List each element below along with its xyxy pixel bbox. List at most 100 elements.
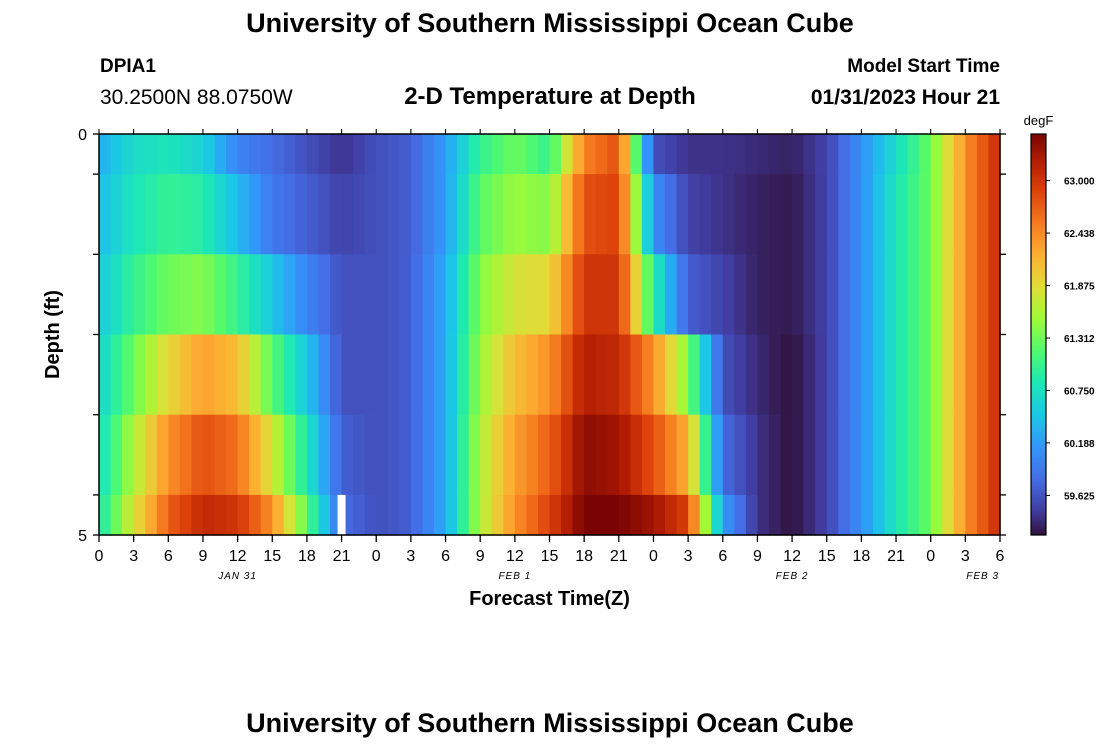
heatmap-cell [376, 134, 389, 175]
heatmap-cell [780, 134, 793, 175]
heatmap-cell [214, 254, 227, 336]
heatmap-cell [930, 334, 943, 416]
heatmap-cell [792, 134, 805, 175]
heatmap-cell [364, 494, 377, 536]
heatmap-cell [295, 254, 308, 336]
heatmap-cell [214, 414, 227, 496]
heatmap-cell [272, 134, 285, 175]
heatmap-cell [561, 414, 574, 496]
heatmap-cell [422, 494, 435, 536]
heatmap-cell [179, 334, 193, 416]
heatmap-cell [699, 174, 712, 255]
heatmap-cell [711, 174, 724, 255]
heatmap-cell [145, 134, 158, 175]
heatmap-cell [942, 494, 955, 536]
heatmap-cell [792, 174, 805, 255]
heatmap-cell [699, 414, 712, 496]
heatmap-cell [179, 174, 193, 255]
heatmap-cell [283, 174, 296, 255]
heatmap-cell [919, 254, 932, 336]
heatmap-cell [480, 254, 493, 336]
heatmap-cell [433, 254, 447, 336]
heatmap-cell [641, 254, 655, 336]
heatmap-cell [249, 254, 262, 336]
heatmap-cell [283, 254, 296, 336]
x-tick-label: 3 [406, 548, 415, 565]
heatmap-cell [607, 414, 620, 496]
heatmap-cell [399, 494, 412, 536]
heatmap-cell [179, 494, 193, 536]
heatmap-cell [503, 334, 516, 416]
heatmap-cell [988, 174, 1001, 255]
heatmap-cell [514, 334, 527, 416]
heatmap-cell [514, 254, 527, 336]
heatmap-cell [549, 174, 562, 255]
heatmap-cell [376, 334, 389, 416]
heatmap-cell [237, 174, 250, 255]
heatmap-cell [988, 254, 1001, 336]
heatmap-cell [272, 494, 285, 536]
heatmap-cell [595, 414, 608, 496]
heatmap-cell [815, 494, 828, 536]
heatmap-cell [965, 494, 978, 536]
heatmap-cell [503, 494, 516, 536]
heatmap-cell [734, 174, 747, 255]
heatmap-cell [676, 174, 689, 255]
heatmap-cell [214, 134, 227, 175]
heatmap-cell [734, 134, 747, 175]
heatmap-cell [422, 414, 435, 496]
heatmap-cell [468, 254, 481, 336]
heatmap-cell [491, 334, 504, 416]
heatmap-cell [607, 334, 620, 416]
heatmap-cell [584, 134, 597, 175]
heatmap-cell [168, 254, 181, 336]
heatmap-cell [676, 334, 689, 416]
heatmap-cell [976, 134, 990, 175]
heatmap-cell [768, 174, 782, 255]
heatmap-cell [838, 134, 851, 175]
colorbar-bar [1030, 133, 1047, 536]
heatmap-cell [976, 414, 990, 496]
heatmap-cell [376, 174, 389, 255]
heatmap-cell [734, 494, 747, 536]
heatmap-cell [191, 134, 204, 175]
heatmap-cell [226, 494, 239, 536]
heatmap-cell [295, 494, 308, 536]
x-tick-label: 6 [718, 548, 727, 565]
heatmap-cell [226, 334, 239, 416]
heatmap-cell [838, 414, 851, 496]
heatmap-cell [295, 134, 308, 175]
heatmap-cell [168, 134, 181, 175]
heatmap-cell [364, 174, 377, 255]
x-tick-label: 9 [199, 548, 208, 565]
date-label: FEB 1 [498, 571, 531, 582]
heatmap-cell [849, 334, 862, 416]
heatmap-cell [722, 414, 735, 496]
heatmap-cell [572, 414, 585, 496]
heatmap-cell [214, 174, 227, 255]
missing-data-gap [337, 494, 346, 535]
heatmap-cell [942, 334, 955, 416]
heatmap-cell [445, 134, 458, 175]
heatmap-cell [283, 134, 296, 175]
heatmap-cell [745, 494, 759, 536]
heatmap-cell [976, 254, 990, 336]
x-tick-label: 18 [575, 548, 593, 565]
heatmap-cell [595, 334, 608, 416]
heatmap-cell [110, 334, 123, 416]
heatmap-cell [872, 134, 886, 175]
heatmap-cell [872, 334, 886, 416]
heatmap-cell [295, 414, 308, 496]
colorbar-units: degF [1024, 113, 1054, 128]
heatmap-cell [445, 414, 458, 496]
heatmap-cell [722, 134, 735, 175]
x-tick-label: 12 [783, 548, 801, 565]
heatmap-cell [480, 174, 493, 255]
heatmap-cell [653, 494, 666, 536]
heatmap-cell [260, 414, 273, 496]
heatmap-cell [792, 334, 805, 416]
heatmap-cell [745, 334, 759, 416]
heatmap-cell [965, 334, 978, 416]
colorbar-tick-label: 59.625 [1064, 491, 1095, 502]
heatmap-cell [745, 134, 759, 175]
